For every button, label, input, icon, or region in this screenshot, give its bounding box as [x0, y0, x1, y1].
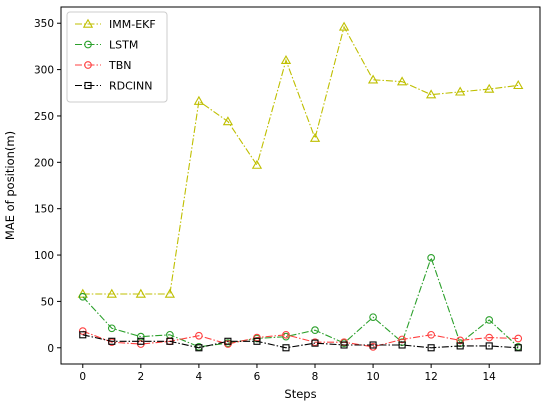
y-tick-label: 350	[34, 18, 54, 30]
data-point-tbn	[398, 335, 406, 344]
x-tick-label: 4	[196, 371, 203, 383]
x-tick-label: 14	[483, 371, 497, 383]
legend-marker	[84, 61, 92, 69]
data-point-lstm	[485, 316, 494, 324]
series-tbn	[78, 327, 523, 351]
legend-label-tbn: TBN	[108, 59, 132, 72]
data-point-rdcinn	[195, 344, 203, 352]
x-tick-label: 12	[424, 371, 437, 383]
y-axis-label: MAE of position(m)	[3, 131, 17, 240]
series-line-rdcinn	[82, 334, 519, 349]
y-tick-label: 300	[34, 65, 54, 77]
data-point-rdcinn	[485, 342, 493, 350]
data-point-tbn	[282, 330, 290, 339]
legend-label-imm-ekf: IMM-EKF	[109, 18, 156, 31]
data-point-imm-ekf	[222, 116, 234, 126]
legend-marker	[84, 40, 92, 49]
plot-frame	[60, 6, 541, 365]
data-point-rdcinn	[108, 337, 116, 345]
data-point-imm-ekf	[164, 288, 176, 298]
legend-label-lstm: LSTM	[109, 39, 138, 52]
data-point-rdcinn	[456, 342, 464, 350]
series-rdcinn	[79, 331, 522, 352]
data-point-imm-ekf	[135, 288, 146, 298]
data-point-rdcinn	[253, 337, 261, 345]
data-point-imm-ekf	[309, 132, 321, 142]
y-tick-label: 100	[34, 250, 54, 262]
data-point-lstm	[427, 253, 435, 262]
data-point-lstm	[78, 292, 87, 301]
data-point-imm-ekf	[484, 83, 495, 93]
data-point-rdcinn	[427, 344, 435, 352]
data-point-lstm	[136, 332, 145, 341]
data-point-imm-ekf	[280, 55, 292, 65]
x-tick-label: 0	[79, 371, 86, 383]
series-line-lstm	[82, 256, 519, 348]
data-point-lstm	[311, 326, 319, 335]
y-tick-label: 250	[34, 111, 54, 123]
data-point-lstm	[369, 313, 377, 322]
data-point-tbn	[195, 331, 203, 340]
legend-item-imm-ekf: IMM-EKF	[75, 18, 156, 31]
data-point-imm-ekf	[513, 80, 524, 90]
x-axis-label: Steps	[284, 387, 316, 401]
legend-marker	[84, 81, 92, 90]
legend-item-lstm: LSTM	[75, 39, 138, 52]
data-point-rdcinn	[137, 337, 145, 345]
legend-item-tbn: TBN	[75, 59, 132, 72]
x-tick-label: 10	[366, 371, 379, 383]
data-point-imm-ekf	[455, 86, 466, 96]
data-point-imm-ekf	[106, 288, 117, 298]
data-point-imm-ekf	[338, 21, 350, 31]
data-point-rdcinn	[166, 337, 174, 345]
data-point-imm-ekf	[251, 159, 263, 169]
axes: 0 2 4 6 8 10 12 14 0 50 100 150 200 250 300 350	[34, 18, 496, 383]
y-tick-label: 50	[41, 296, 54, 308]
series-imm-ekf	[77, 21, 524, 298]
data-point-rdcinn	[514, 344, 522, 352]
series-line-imm-ekf	[82, 25, 519, 295]
y-tick-label: 150	[34, 204, 54, 216]
y-tick-label: 200	[34, 157, 54, 169]
data-point-rdcinn	[224, 337, 232, 345]
data-point-lstm	[107, 324, 116, 333]
data-point-imm-ekf	[396, 76, 408, 86]
legend-marker	[82, 18, 94, 28]
series-lstm	[78, 253, 523, 351]
legend-item-rdcinn: RDCINN	[75, 80, 153, 93]
data-point-rdcinn	[282, 344, 290, 352]
data-point-imm-ekf	[425, 89, 437, 99]
data-point-imm-ekf	[367, 74, 379, 84]
data-point-rdcinn	[340, 341, 348, 349]
legend-label-rdcinn: RDCINN	[109, 80, 153, 93]
y-tick-label: 0	[47, 343, 54, 355]
series-line-tbn	[82, 330, 519, 348]
data-point-tbn	[78, 327, 87, 335]
data-point-tbn	[485, 333, 494, 342]
data-point-tbn	[456, 336, 465, 345]
legend-box	[66, 11, 168, 103]
data-point-tbn	[427, 330, 435, 339]
legend: IMM-EKF LSTM TBN RDCINN	[66, 11, 168, 103]
data-point-imm-ekf	[193, 95, 205, 105]
data-point-rdcinn	[369, 341, 377, 349]
x-tick-label: 8	[312, 371, 319, 383]
x-tick-label: 2	[137, 371, 144, 383]
data-point-tbn	[514, 334, 523, 343]
plot-series	[77, 21, 524, 352]
data-point-rdcinn	[311, 339, 319, 347]
data-point-rdcinn	[79, 331, 87, 339]
x-tick-label: 6	[254, 371, 261, 383]
data-point-rdcinn	[398, 341, 406, 349]
